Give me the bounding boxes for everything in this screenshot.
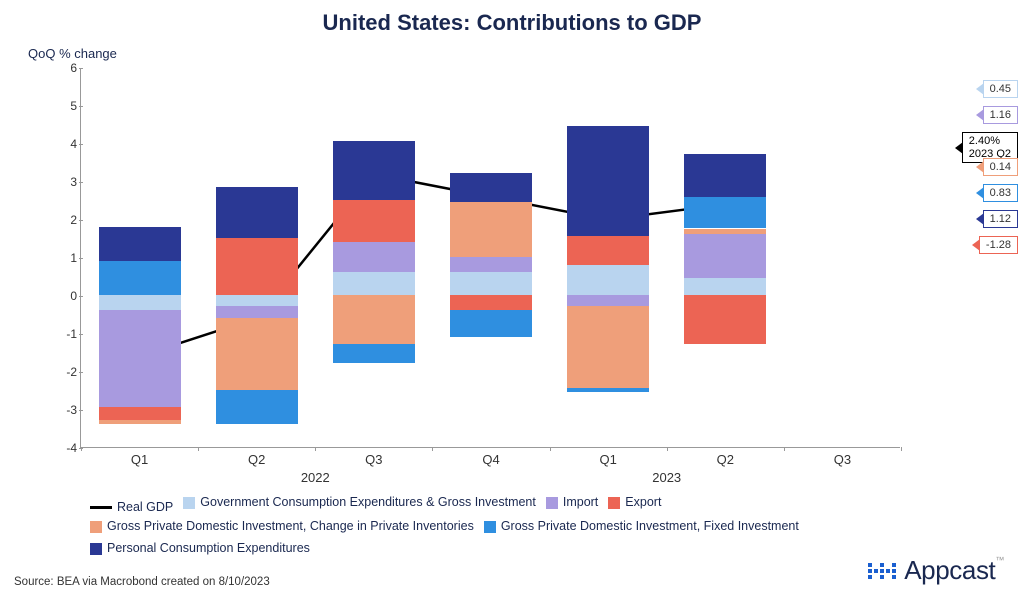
bar-segment-import (567, 295, 649, 306)
bar-group (333, 67, 415, 447)
legend-item: Import (546, 493, 598, 512)
bar-segment-export (684, 295, 766, 344)
callout: -1.28 (979, 236, 1018, 254)
x-tick-label: Q2 (248, 452, 265, 467)
chart-legend: Real GDP Government Consumption Expenditu… (90, 493, 904, 561)
bar-group (567, 67, 649, 447)
legend-item: Personal Consumption Expenditures (90, 539, 310, 558)
bar-segment-gov (333, 272, 415, 295)
bar-segment-pce (450, 173, 532, 202)
y-tick: 6 (47, 61, 77, 75)
brand-text: Appcast™ (904, 555, 1004, 586)
legend-item: Gross Private Domestic Investment, Fixed… (484, 517, 799, 536)
bar-segment-export (216, 238, 298, 295)
x-tick-label: Q2 (717, 452, 734, 467)
brand-logo: Appcast™ (868, 555, 1004, 586)
chart-plot-area: -4-3-2-10123456Q1Q2Q3Q4Q1Q2Q320222023 (80, 68, 900, 448)
y-tick: 0 (47, 289, 77, 303)
bar-group (99, 67, 181, 447)
x-group-label: 2023 (652, 470, 681, 485)
y-axis-label: QoQ % change (28, 46, 117, 61)
bar-segment-gov (216, 295, 298, 306)
callout: 0.83 (983, 184, 1018, 202)
bar-segment-inv_fx (216, 390, 298, 424)
x-tick-label: Q1 (131, 452, 148, 467)
bar-segment-import (684, 234, 766, 278)
bar-group (684, 67, 766, 447)
bar-segment-pce (333, 141, 415, 200)
bar-segment-gov (684, 278, 766, 295)
y-tick: -2 (47, 365, 77, 379)
bar-segment-export (333, 200, 415, 242)
source-attribution: Source: BEA via Macrobond created on 8/1… (14, 576, 270, 588)
bar-segment-inv_ch (216, 318, 298, 390)
bar-segment-import (216, 306, 298, 317)
x-tick-label: Q1 (599, 452, 616, 467)
bar-segment-gov (99, 295, 181, 310)
bar-segment-pce (99, 227, 181, 261)
y-tick: 5 (47, 99, 77, 113)
callout: 0.45 (983, 80, 1018, 98)
bar-segment-inv_ch (567, 306, 649, 388)
callout: 0.14 (983, 158, 1018, 176)
bar-segment-inv_ch (99, 420, 181, 424)
x-group-label: 2022 (301, 470, 330, 485)
legend-item: Government Consumption Expenditures & Gr… (183, 493, 536, 512)
y-tick: 4 (47, 137, 77, 151)
callout: 1.16 (983, 106, 1018, 124)
bar-segment-import (333, 242, 415, 272)
y-tick: -4 (47, 441, 77, 455)
y-tick: 2 (47, 213, 77, 227)
y-tick: 3 (47, 175, 77, 189)
x-tick-label: Q3 (834, 452, 851, 467)
bar-group (216, 67, 298, 447)
bar-segment-inv_ch (333, 295, 415, 344)
legend-item: Export (608, 493, 661, 512)
x-tick-label: Q4 (482, 452, 499, 467)
bar-segment-inv_fx (567, 388, 649, 392)
bar-segment-inv_ch (684, 229, 766, 234)
bar-segment-import (450, 257, 532, 272)
legend-item: Gross Private Domestic Investment, Chang… (90, 517, 474, 536)
bar-segment-inv_fx (684, 197, 766, 229)
bar-segment-inv_ch (450, 202, 532, 257)
bar-segment-inv_fx (450, 310, 532, 337)
y-tick: -3 (47, 403, 77, 417)
bar-segment-export (450, 295, 532, 310)
bar-segment-pce (684, 154, 766, 197)
y-tick: 1 (47, 251, 77, 265)
y-tick: -1 (47, 327, 77, 341)
bar-segment-pce (567, 126, 649, 236)
bar-segment-gov (450, 272, 532, 295)
bar-group (450, 67, 532, 447)
bar-segment-export (567, 236, 649, 265)
callout: 1.12 (983, 210, 1018, 228)
chart-title: United States: Contributions to GDP (0, 0, 1024, 36)
legend-item: Real GDP (90, 498, 173, 517)
bar-segment-import (99, 310, 181, 407)
bar-segment-export (99, 407, 181, 420)
bar-segment-inv_fx (99, 261, 181, 295)
bar-segment-pce (216, 187, 298, 238)
brand-icon (868, 563, 896, 579)
x-tick-label: Q3 (365, 452, 382, 467)
bar-segment-gov (567, 265, 649, 295)
bar-segment-inv_fx (333, 344, 415, 363)
